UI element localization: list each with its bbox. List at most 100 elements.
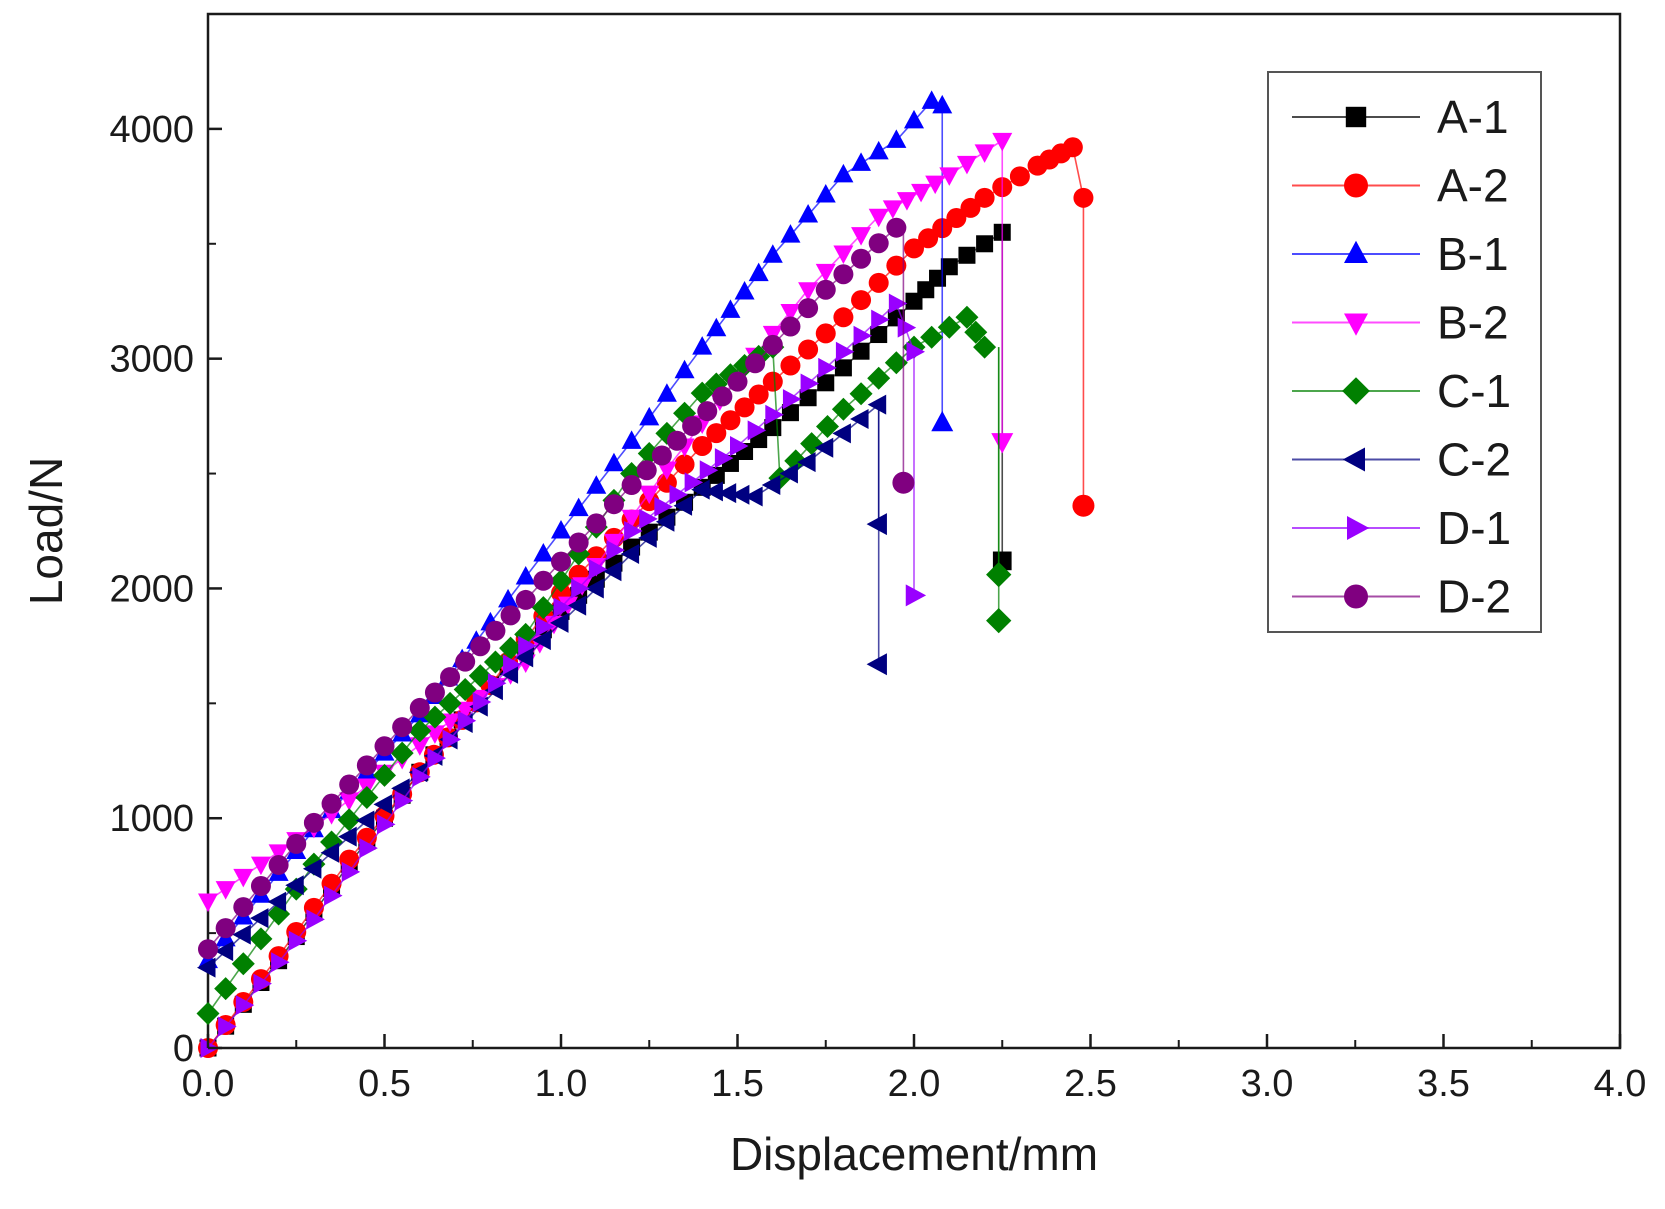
data-point-c-2 <box>514 647 534 668</box>
legend-marker <box>1344 240 1368 263</box>
data-point-b-2 <box>833 245 854 264</box>
data-point-b-2 <box>250 856 271 876</box>
data-point-c-2 <box>267 891 287 912</box>
data-point-b-2 <box>268 844 289 863</box>
data-point-b-2 <box>956 155 977 175</box>
drop-point-b-2 <box>991 433 1014 454</box>
data-point-b-1 <box>780 224 801 243</box>
data-point-c-2 <box>779 463 798 484</box>
data-point-d-1 <box>606 540 625 561</box>
legend-label: A-2 <box>1437 160 1509 212</box>
data-point-b-2 <box>409 737 430 756</box>
data-point-c-1 <box>867 366 891 390</box>
data-point-b-1 <box>762 244 783 263</box>
data-point-b-1 <box>533 542 554 562</box>
data-point-d-2 <box>651 445 672 466</box>
data-point-c-2 <box>355 810 375 831</box>
data-point-b-1 <box>815 183 836 203</box>
data-point-c-1 <box>831 397 855 421</box>
data-point-c-2 <box>730 484 750 505</box>
y-tick-label: 2000 <box>109 568 194 610</box>
data-point-b-2 <box>639 485 660 505</box>
data-point-b-1 <box>515 565 536 585</box>
data-point-a-2 <box>720 410 741 431</box>
data-point-c-2 <box>620 543 640 564</box>
data-point-d-2 <box>551 551 571 572</box>
data-point-d-2 <box>636 460 657 481</box>
x-tick-label: 0.5 <box>358 1063 411 1105</box>
data-point-c-2 <box>391 778 410 799</box>
data-point-d-1 <box>853 325 873 346</box>
y-tick-label: 1000 <box>109 798 194 840</box>
data-point-b-2 <box>939 167 960 186</box>
data-point-b-2 <box>925 175 946 195</box>
data-point-c-1 <box>690 381 714 405</box>
data-point-d-2 <box>568 532 589 553</box>
data-point-b-1 <box>656 383 677 402</box>
data-point-c-2 <box>655 511 675 532</box>
x-tick-label: 1.0 <box>535 1063 588 1105</box>
data-point-a-2 <box>918 228 939 249</box>
data-point-d-2 <box>762 334 783 355</box>
x-tick-label: 3.0 <box>1241 1063 1294 1105</box>
data-point-d-1 <box>457 710 477 731</box>
data-point-a-2 <box>960 197 981 218</box>
data-point-c-1 <box>937 315 961 339</box>
data-point-d-2 <box>339 774 360 795</box>
data-point-c-1 <box>373 763 396 787</box>
data-point-d-1 <box>253 973 272 994</box>
y-axis-title: Load/N <box>20 457 72 605</box>
legend-label: C-2 <box>1437 434 1511 486</box>
data-point-c-2 <box>638 527 657 548</box>
data-point-a-2 <box>734 397 755 418</box>
data-point-b-1 <box>868 140 889 160</box>
data-point-c-2 <box>249 908 269 929</box>
data-point-d-2 <box>440 667 461 688</box>
data-point-a-1 <box>958 246 976 264</box>
data-point-b-2 <box>656 461 677 480</box>
data-point-d-1 <box>503 654 522 675</box>
data-point-a-2 <box>904 238 924 259</box>
data-point-d-2 <box>886 217 907 238</box>
data-point-c-1 <box>483 650 507 674</box>
data-point-d-2 <box>455 651 476 672</box>
data-point-a-2 <box>692 435 713 456</box>
data-point-b-1 <box>706 317 727 337</box>
data-point-a-1 <box>976 235 994 253</box>
data-point-c-1 <box>337 808 361 832</box>
data-point-d-1 <box>654 496 673 517</box>
data-point-a-2 <box>798 339 819 360</box>
data-point-d-2 <box>745 353 766 374</box>
data-point-a-1 <box>781 404 799 422</box>
series-b-1 <box>198 90 954 969</box>
data-point-a-2 <box>762 371 783 392</box>
data-point-b-2 <box>896 192 917 211</box>
data-point-b-1 <box>498 588 519 608</box>
legend-entry-b-2: B-2 <box>1292 297 1509 349</box>
data-point-d-1 <box>341 861 361 882</box>
data-point-a-2 <box>674 454 695 475</box>
data-point-d-1 <box>684 472 704 493</box>
data-point-d-1 <box>871 309 890 330</box>
data-point-c-2 <box>373 794 392 815</box>
data-point-d-2 <box>586 513 607 534</box>
data-point-d-2 <box>621 475 642 496</box>
data-point-d-2 <box>470 636 491 657</box>
data-point-b-1 <box>674 359 695 379</box>
legend-entry-a-1: A-1 <box>1292 91 1509 143</box>
data-point-c-2 <box>814 437 834 458</box>
data-point-d-2 <box>780 316 801 337</box>
data-point-c-2 <box>832 423 851 444</box>
data-point-d-1 <box>800 373 820 394</box>
data-point-d-2 <box>697 401 718 422</box>
data-point-d-1 <box>324 885 343 906</box>
data-point-d-2 <box>833 264 854 285</box>
data-point-c-2 <box>797 452 816 473</box>
data-point-b-1 <box>586 475 607 494</box>
data-point-d-2 <box>485 620 506 641</box>
series-layer <box>196 90 1095 1058</box>
data-point-b-1 <box>904 109 924 129</box>
data-point-c-2 <box>338 826 357 847</box>
data-point-b-2 <box>198 893 218 912</box>
